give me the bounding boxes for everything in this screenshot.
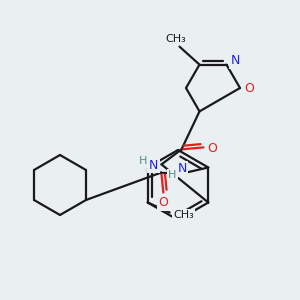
Text: CH₃: CH₃ bbox=[165, 34, 186, 44]
Text: H: H bbox=[139, 156, 148, 167]
Text: CH₃: CH₃ bbox=[173, 211, 194, 220]
Text: N: N bbox=[178, 162, 187, 175]
Text: O: O bbox=[158, 196, 168, 209]
Text: N: N bbox=[149, 159, 158, 172]
Text: H: H bbox=[168, 170, 176, 181]
Text: N: N bbox=[231, 54, 240, 67]
Text: O: O bbox=[208, 142, 218, 155]
Text: O: O bbox=[244, 82, 254, 95]
